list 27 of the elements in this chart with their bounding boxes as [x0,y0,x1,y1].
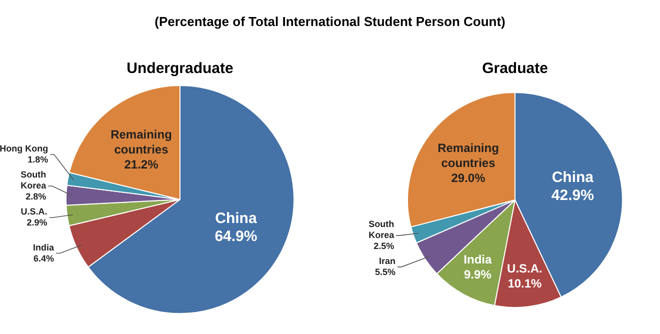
slice-label: U.S.A. [20,206,48,217]
data-label: 2.9% [26,218,48,228]
data-label: 2.5% [374,240,394,251]
data-label: 21.2% [124,158,159,172]
data-label: 10.1% [508,276,542,291]
slice-label: Iran [378,256,396,266]
data-label: 6.4% [33,253,54,264]
data-label: 1.8% [28,154,48,165]
data-label: 29.0% [451,171,486,186]
slice-label: China [552,169,594,186]
slice-label: South Korea [20,170,48,191]
slice-label: India [464,252,492,267]
text: (Percentage of Total International Student Person Count) [154,14,506,29]
data-label: 2.8% [26,192,46,202]
data-label: 9.9% [464,268,492,282]
slice-label: U.S.A. [507,262,542,276]
data-label: 42.9% [551,187,594,204]
slice-label: South Korea [368,218,396,240]
slice-label: China [215,210,258,227]
slice-label: Remaining countries [438,141,499,170]
slice-label: Remaining countries [110,128,172,157]
slice-label: Hong Kong [0,144,48,154]
slice-label: India [32,242,55,252]
data-label: 64.9% [214,228,258,245]
data-label: 5.5% [374,266,396,277]
chart-title: Undergraduate [126,60,234,77]
chart-title: Graduate [482,60,548,77]
